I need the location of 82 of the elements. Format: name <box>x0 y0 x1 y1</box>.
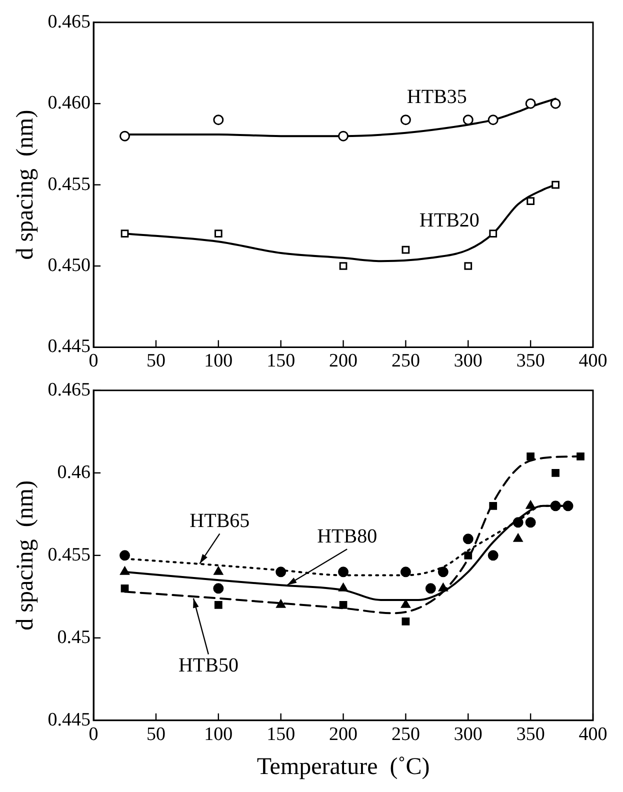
y-axis-title: d spacing (nm) <box>12 480 39 630</box>
point <box>576 452 584 460</box>
annotation: HTB35 <box>406 86 467 108</box>
annotation: HTB50 <box>178 654 238 677</box>
point <box>425 583 436 594</box>
annotation: HTB80 <box>317 525 378 548</box>
point <box>552 180 560 189</box>
point <box>276 566 286 578</box>
point <box>489 502 498 510</box>
x-tick-label: 150 <box>266 350 296 372</box>
point <box>489 230 498 238</box>
point <box>464 551 472 560</box>
point <box>438 583 448 592</box>
x-tick-label: 200 <box>329 724 358 745</box>
x-tick-label: 350 <box>516 350 545 372</box>
y-tick-label: 0.46 <box>57 462 91 483</box>
point <box>276 600 286 608</box>
annotation: HTB20 <box>419 210 480 232</box>
x-tick-label: 250 <box>391 350 420 372</box>
point <box>339 262 348 270</box>
point <box>400 566 411 578</box>
point <box>214 600 222 609</box>
point <box>214 230 222 238</box>
y-tick-label: 0.455 <box>48 174 91 195</box>
x-tick-label: 100 <box>204 350 233 372</box>
point <box>402 617 410 626</box>
x-tick-label: 350 <box>516 724 545 745</box>
x-tick-label: 0 <box>88 724 98 745</box>
y-axis-title: d spacing (nm) <box>12 110 39 260</box>
y-tick-label: 0.465 <box>48 379 91 400</box>
point <box>120 550 130 561</box>
point <box>120 566 130 575</box>
point <box>339 600 348 609</box>
point <box>513 534 523 542</box>
point <box>338 583 348 592</box>
point <box>550 98 561 109</box>
y-tick-label: 0.445 <box>48 709 91 730</box>
y-tick-label: 0.45 <box>57 626 91 648</box>
point <box>512 517 524 528</box>
point <box>214 566 224 575</box>
point <box>462 114 474 126</box>
point <box>488 550 498 561</box>
x-tick-label: 400 <box>578 350 608 372</box>
point <box>120 230 129 238</box>
point <box>400 114 411 126</box>
x-tick-label: 300 <box>454 724 482 745</box>
point <box>120 130 130 142</box>
y-tick-label: 0.455 <box>48 544 91 566</box>
point <box>525 98 536 109</box>
point <box>526 500 536 509</box>
x-tick-label: 200 <box>329 350 358 372</box>
point <box>402 246 410 254</box>
point <box>562 500 574 512</box>
x-tick-label: 100 <box>204 724 233 745</box>
point <box>338 130 349 142</box>
point <box>438 566 448 578</box>
x-tick-label: 250 <box>391 724 420 745</box>
point <box>338 566 349 578</box>
y-tick-label: 0.445 <box>48 336 91 358</box>
point <box>526 197 534 205</box>
x-tick-label: 50 <box>146 350 166 372</box>
point <box>401 600 410 608</box>
x-tick-label: 400 <box>578 724 608 745</box>
point <box>552 468 560 477</box>
x-tick-label: 0 <box>88 350 98 372</box>
point <box>488 114 498 126</box>
x-tick-label: 50 <box>146 724 166 745</box>
point <box>464 262 472 270</box>
x-tick-label: 150 <box>266 724 296 745</box>
point <box>462 534 474 544</box>
point <box>525 517 536 528</box>
y-tick-label: 0.465 <box>48 11 91 32</box>
y-tick-label: 0.450 <box>48 254 91 276</box>
point <box>526 452 534 460</box>
point <box>120 584 129 592</box>
point <box>213 583 224 594</box>
x-axis-title: Temperature (˚C) <box>256 754 430 780</box>
point <box>550 500 561 512</box>
annotation: HTB65 <box>190 510 250 532</box>
point <box>213 114 224 126</box>
y-tick-label: 0.460 <box>48 92 91 114</box>
x-tick-label: 300 <box>454 350 482 372</box>
